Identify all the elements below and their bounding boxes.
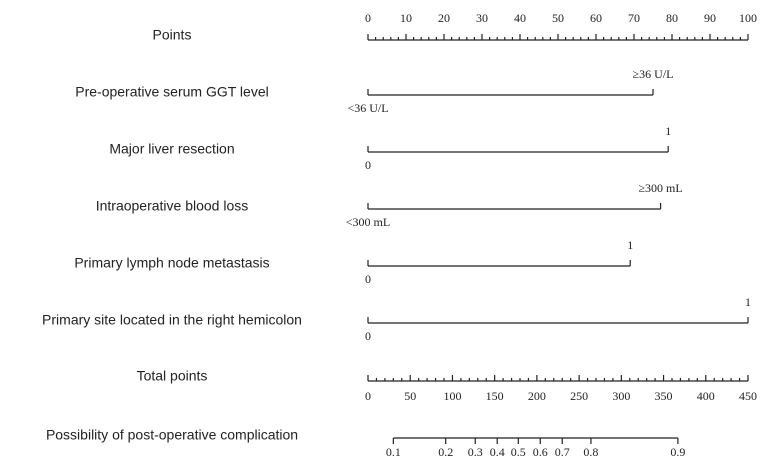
tick-label: 0 bbox=[365, 11, 371, 25]
tick-label: 0.1 bbox=[386, 445, 401, 459]
tick-label: 10 bbox=[400, 11, 412, 25]
level-label: 1 bbox=[627, 238, 633, 252]
level-label: 0 bbox=[365, 329, 371, 343]
tick-label: 250 bbox=[570, 389, 588, 403]
tick-label: 0.2 bbox=[438, 445, 453, 459]
tick-label: 0.7 bbox=[555, 445, 570, 459]
row-label: Pre-operative serum GGT level bbox=[75, 84, 268, 100]
tick-label: 0.6 bbox=[533, 445, 548, 459]
level-label: 0 bbox=[365, 158, 371, 172]
tick-label: 50 bbox=[552, 11, 564, 25]
tick-label: 0.9 bbox=[670, 445, 685, 459]
tick-label: 50 bbox=[404, 389, 416, 403]
tick-label: 0.3 bbox=[468, 445, 483, 459]
row-label: Primary lymph node metastasis bbox=[74, 255, 269, 271]
row-label: Points bbox=[153, 27, 192, 43]
tick-label: 200 bbox=[528, 389, 546, 403]
tick-label: 20 bbox=[438, 11, 450, 25]
row-label: Intraoperative blood loss bbox=[96, 198, 249, 214]
tick-label: 0 bbox=[365, 389, 371, 403]
tick-label: 0.5 bbox=[511, 445, 526, 459]
tick-label: 60 bbox=[590, 11, 602, 25]
tick-label: 450 bbox=[739, 389, 757, 403]
tick-label: 400 bbox=[697, 389, 715, 403]
tick-label: 150 bbox=[486, 389, 504, 403]
level-label: ≥36 U/L bbox=[633, 67, 674, 81]
row-label: Possibility of post-operative complicati… bbox=[46, 427, 298, 443]
tick-label: 0.4 bbox=[490, 445, 505, 459]
tick-label: 100 bbox=[443, 389, 461, 403]
level-label: <36 U/L bbox=[347, 101, 388, 115]
tick-label: 350 bbox=[655, 389, 673, 403]
row-label: Major liver resection bbox=[109, 141, 234, 157]
row-label: Total points bbox=[137, 368, 208, 384]
tick-label: 300 bbox=[612, 389, 630, 403]
tick-label: 90 bbox=[704, 11, 716, 25]
tick-label: 30 bbox=[476, 11, 488, 25]
tick-label: 40 bbox=[514, 11, 526, 25]
tick-label: 100 bbox=[739, 11, 757, 25]
level-label: 0 bbox=[365, 272, 371, 286]
level-label: <300 mL bbox=[346, 215, 390, 229]
tick-label: 80 bbox=[666, 11, 678, 25]
tick-label: 0.8 bbox=[583, 445, 598, 459]
row-label: Primary site located in the right hemico… bbox=[42, 312, 302, 328]
tick-label: 70 bbox=[628, 11, 640, 25]
level-label: 1 bbox=[745, 295, 751, 309]
level-label: ≥300 mL bbox=[638, 181, 682, 195]
level-label: 1 bbox=[665, 124, 671, 138]
